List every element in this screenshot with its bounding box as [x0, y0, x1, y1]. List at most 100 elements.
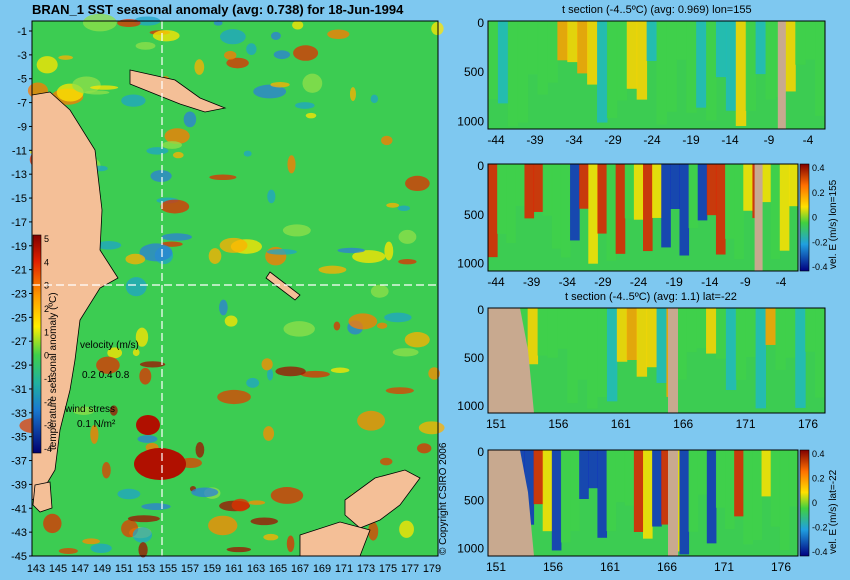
warm-eddy: [136, 415, 160, 435]
section-cell: [606, 308, 618, 402]
section-x-tick-label: 171: [714, 560, 734, 574]
map-y-tick-label: -25: [11, 312, 27, 324]
anomaly-patch: [333, 321, 341, 331]
section-y-tick-label: 1000: [457, 399, 484, 413]
anomaly-patch: [127, 515, 160, 523]
section-y-tick-label: 500: [464, 351, 484, 365]
section-y-tick-label: 0: [477, 159, 484, 173]
velocity-colorbar: [799, 449, 810, 557]
section-x-tick-label: -19: [682, 133, 700, 147]
anomaly-patch: [305, 112, 317, 119]
section-cell: [488, 21, 499, 100]
anomaly-patch: [132, 527, 153, 543]
map-title: BRAN_1 SST seasonal anomaly (avg: 0.738)…: [32, 2, 404, 17]
section-cell: [743, 164, 753, 211]
anomaly-patch: [90, 543, 112, 553]
section-cell: [765, 21, 776, 100]
section-cell: [734, 450, 744, 517]
anomaly-patch: [125, 277, 147, 297]
anomaly-patch: [253, 84, 287, 99]
anomaly-patch: [183, 111, 197, 128]
section-cell: [587, 21, 598, 85]
map-colorbar-tick-label: 0: [44, 351, 49, 361]
section-cell: [615, 164, 626, 254]
section-y-tick-label: 1000: [457, 542, 484, 556]
anomaly-patch: [162, 141, 182, 149]
anomaly-patch: [96, 356, 120, 374]
map-colorbar-tick-label: 4: [44, 257, 49, 267]
section-cell: [795, 308, 806, 408]
anomaly-patch: [139, 367, 152, 385]
anomaly-patch: [43, 513, 62, 534]
anomaly-patch: [398, 259, 417, 265]
anomaly-patch: [58, 547, 78, 554]
anomaly-patch: [267, 189, 276, 204]
warm-eddy: [134, 448, 186, 480]
map-y-tick-label: -17: [11, 217, 27, 229]
map-y-tick-label: -37: [11, 456, 27, 468]
map-x-tick-label: 149: [93, 563, 111, 575]
section-x-tick-label: -19: [665, 275, 683, 289]
section-cell: [560, 164, 571, 258]
anomaly-patch: [370, 284, 389, 298]
anomaly-patch: [385, 387, 414, 394]
sst-map: 5 4 3 2 1 0 -1 -2 -3 -4 temperature seasonal anom…: [11, 13, 445, 575]
section-land-west: [488, 450, 534, 556]
anomaly-patch: [96, 241, 122, 250]
anomaly-patch: [381, 135, 393, 146]
section-y-tick-label: 500: [464, 65, 484, 79]
section-x-tick-label: -44: [487, 133, 505, 147]
anomaly-patch: [282, 224, 311, 237]
map-x-tick-label: 147: [71, 563, 89, 575]
section-cell: [686, 21, 697, 113]
section-cell: [755, 21, 767, 75]
velocity-colorbar-label: vel. E (m/s) lon=155: [828, 179, 839, 269]
section-cell: [506, 164, 516, 244]
map-x-tick-label: 153: [137, 563, 155, 575]
anomaly-patch: [270, 31, 281, 40]
section-cell: [524, 164, 535, 219]
section-x-tick-label: -44: [487, 275, 505, 289]
section-cell: [652, 164, 662, 218]
anomaly-patch: [109, 405, 118, 416]
section-cell: [533, 164, 544, 212]
anomaly-patch: [287, 155, 296, 174]
section-cell: [643, 164, 653, 252]
section-cell: [515, 164, 525, 206]
anomaly-patch: [194, 59, 205, 75]
velocity-legend-title: velocity (m/s): [80, 340, 139, 351]
section-cell: [537, 308, 548, 356]
anomaly-patch: [82, 13, 117, 32]
section-cell: [788, 164, 799, 207]
section-cell: [706, 450, 717, 544]
map-x-tick-label: 145: [49, 563, 67, 575]
velocity-colorbar-tick-label: -0.4: [812, 262, 828, 272]
anomaly-patch: [195, 441, 205, 458]
map-x-tick-label: 169: [313, 563, 331, 575]
section-cell: [688, 450, 699, 532]
anomaly-patch: [246, 377, 260, 388]
section-cell: [735, 308, 747, 380]
section-cell: [497, 164, 507, 234]
anomaly-patch: [125, 253, 146, 265]
anomaly-patch: [418, 421, 445, 435]
anomaly-patch: [150, 170, 172, 182]
section-cell: [679, 164, 690, 256]
anomaly-patch: [82, 538, 101, 545]
section-cell: [616, 308, 628, 362]
velocity-colorbar-label: vel. E (m/s) lat=-22: [828, 469, 839, 554]
section-cell: [551, 164, 562, 249]
section-x-tick-label: 176: [771, 560, 791, 574]
map-y-tick-label: -39: [11, 479, 27, 491]
section-cell: [507, 21, 519, 127]
anomaly-patch: [73, 406, 95, 415]
section-land-gap: [777, 21, 786, 129]
section1-title: t section (-4..5ºC) (avg: 0.969) lon=155: [562, 4, 752, 16]
map-y-tick-label: -7: [17, 98, 27, 110]
map-x-tick-label: 165: [269, 563, 287, 575]
anomaly-patch: [141, 503, 171, 511]
section-cell: [656, 21, 667, 125]
map-x-tick-label: 173: [357, 563, 375, 575]
section-cell: [633, 164, 644, 220]
